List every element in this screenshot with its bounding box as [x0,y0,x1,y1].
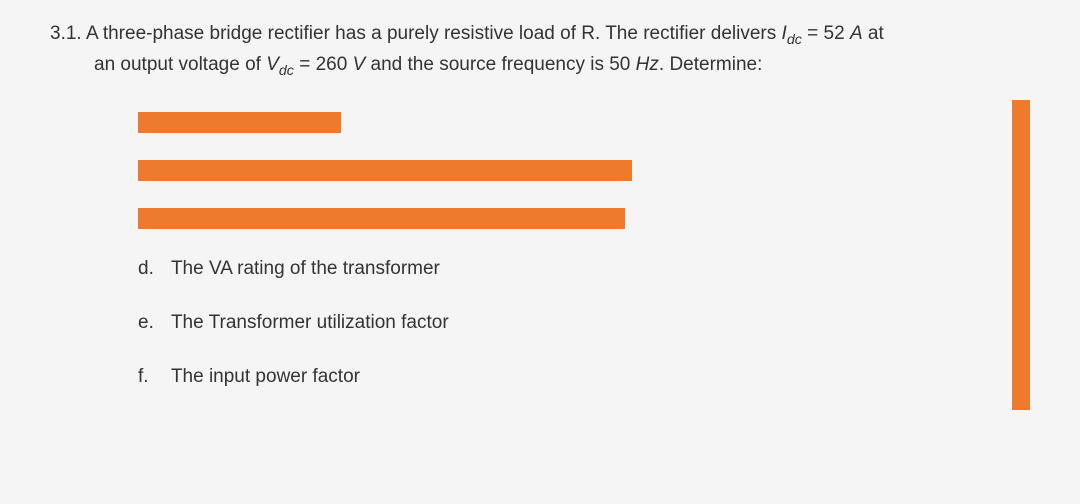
redacted-bar-a [138,112,341,133]
question-item-d: d. The VA rating of the transformer [138,256,1030,283]
unit-a: A [850,23,863,44]
text-part: A three-phase bridge rectifier has a pur… [86,23,782,44]
right-redacted-bar [1012,100,1030,410]
item-text-e: The Transformer utilization factor [171,312,449,333]
item-text-f: The input power factor [171,366,360,387]
variable-v: V [266,54,279,75]
item-letter-e: e. [138,310,166,337]
subscript-dc1: dc [787,32,802,48]
text-part: at [863,23,884,44]
text-part: an output voltage of [94,54,266,75]
question-text-line2: an output voltage of Vdc = 260 V and the… [50,51,1030,82]
subscript-dc2: dc [279,63,294,79]
question-header: 3.1. A three-phase bridge rectifier has … [50,20,1030,82]
text-part: and the source frequency is 50 [365,54,635,75]
redacted-bar-c [138,208,625,229]
item-text-d: The VA rating of the transformer [171,258,440,279]
item-letter-d: d. [138,256,166,283]
text-part: = 52 [802,23,850,44]
question-item-e: e. The Transformer utilization factor [138,310,1030,337]
text-part: = 260 [294,54,353,75]
question-number: 3.1. [50,23,82,44]
unit-hz: Hz [636,54,659,75]
item-letter-f: f. [138,364,166,391]
question-text-line1: A three-phase bridge rectifier has a pur… [86,23,884,44]
unit-v: V [353,54,366,75]
text-part: . Determine: [659,54,762,75]
question-item-f: f. The input power factor [138,364,1030,391]
redacted-bar-b [138,160,632,181]
